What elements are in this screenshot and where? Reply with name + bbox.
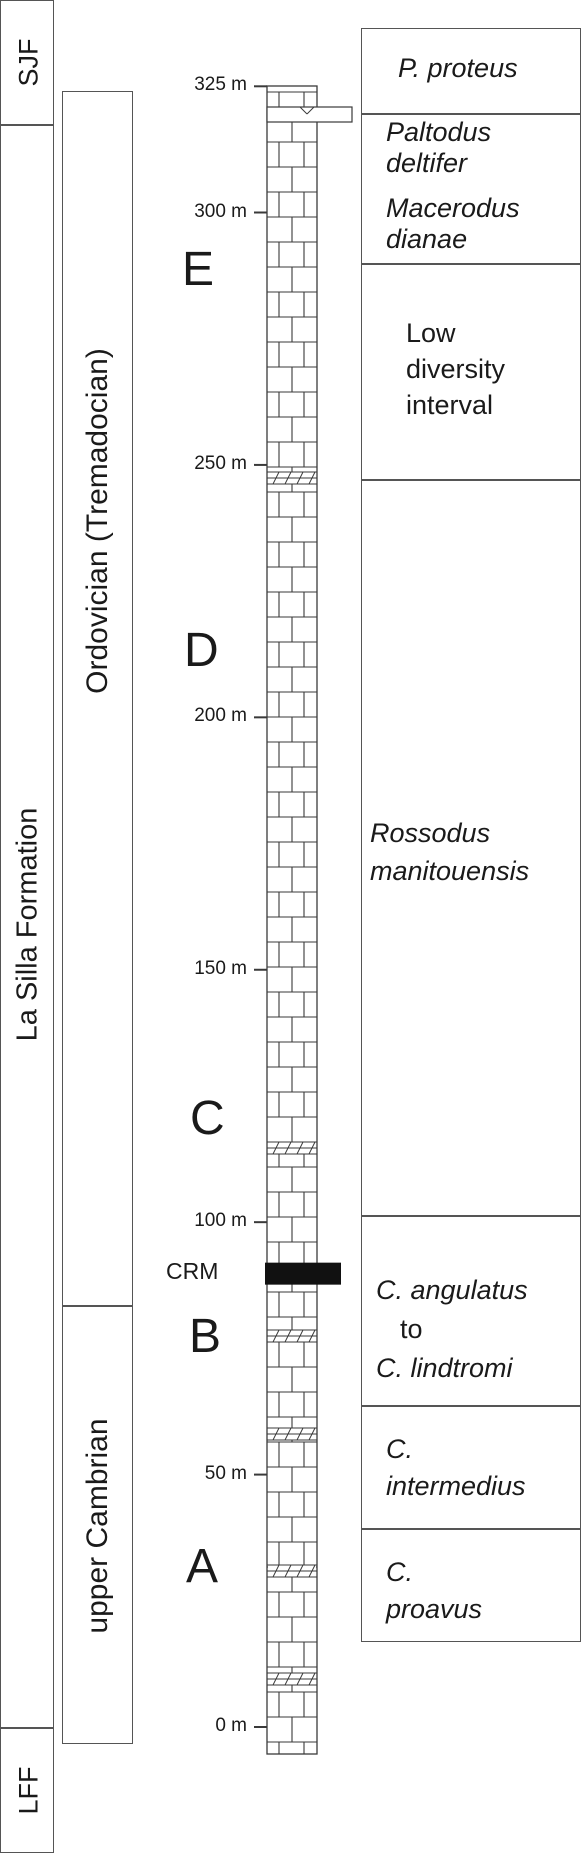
crm-marker bbox=[265, 1262, 341, 1285]
biozone-low-diversity-line1: Low bbox=[406, 318, 456, 348]
biozone-low-diversity-line2: diversity bbox=[406, 354, 506, 384]
interbed-hatch bbox=[272, 1672, 280, 1686]
biozone-c-angulatus-line3: C. lindtromi bbox=[376, 1353, 513, 1383]
formation-sjf-box: SJF bbox=[0, 0, 54, 125]
top-ledge-mark bbox=[299, 106, 308, 115]
biozone-rossodus-label: Rossodus manitouensis bbox=[370, 814, 529, 890]
biozone-c-proavus-line2: proavus bbox=[386, 1594, 483, 1624]
scale-tick-label: 100 m bbox=[194, 1210, 247, 1232]
interbed-hatch bbox=[284, 1672, 292, 1686]
biozone-rossodus-line2: manitouensis bbox=[370, 856, 530, 886]
biozone-macerodus-label: Macerodus dianae bbox=[386, 193, 520, 255]
interbed-hatch bbox=[272, 1564, 280, 1578]
interbed-hatch bbox=[284, 1427, 292, 1441]
interbed-hatch bbox=[308, 1141, 316, 1155]
biozone-low-diversity-box: Low diversity interval bbox=[361, 264, 581, 480]
unit-d-label: D bbox=[184, 624, 219, 677]
biozone-paltodus-macerodus-box: Paltodus deltifer Macerodus dianae bbox=[361, 114, 581, 264]
interbed-hatch bbox=[284, 1329, 292, 1343]
interbed-hatch bbox=[272, 471, 280, 485]
interbed-hatch bbox=[308, 1564, 316, 1578]
unit-e-label: E bbox=[182, 243, 215, 296]
scale-tick-label: 50 m bbox=[204, 1462, 247, 1484]
biozone-p-proteus-box: P. proteus bbox=[361, 28, 581, 114]
biozone-c-intermedius-label: C. intermedius bbox=[386, 1431, 526, 1505]
scale-tick-label: 300 m bbox=[194, 200, 247, 222]
unit-b-label: B bbox=[189, 1310, 222, 1363]
biozone-c-proavus-box: C. proavus bbox=[361, 1529, 581, 1642]
biozone-rossodus-line1: Rossodus bbox=[370, 818, 491, 848]
unit-a-label: A bbox=[186, 1540, 219, 1593]
interbed-hatch bbox=[296, 1141, 304, 1155]
biozone-p-proteus-line1: P. proteus bbox=[398, 53, 518, 83]
period-ordovician-box: Ordovician (Tremadocian) bbox=[62, 91, 133, 1306]
biozone-macerodus-line2: dianae bbox=[386, 224, 468, 254]
biozone-c-angulatus-label: C. angulatus to C. lindtromi bbox=[376, 1271, 528, 1388]
biozone-paltodus-label: Paltodus deltifer bbox=[386, 117, 491, 179]
interbed-hatch bbox=[308, 1329, 316, 1343]
biozone-c-angulatus-box: C. angulatus to C. lindtromi bbox=[361, 1216, 581, 1406]
interbed-hatch bbox=[296, 1564, 304, 1578]
interbed-hatch bbox=[272, 1141, 280, 1155]
scale-tick-label: 250 m bbox=[194, 452, 247, 474]
interbed-hatch bbox=[284, 471, 292, 485]
biozone-c-proavus-line1: C. bbox=[386, 1557, 413, 1587]
biozone-p-proteus-label: P. proteus bbox=[398, 53, 518, 84]
biozone-c-intermedius-line2: intermedius bbox=[386, 1471, 526, 1501]
interbed-hatch bbox=[308, 471, 316, 485]
formation-la-silla-box: La Silla Formation bbox=[0, 125, 54, 1728]
biozone-rossodus-box: Rossodus manitouensis bbox=[361, 480, 581, 1216]
interbed-hatch bbox=[284, 1564, 292, 1578]
biozone-c-intermedius-box: C. intermedius bbox=[361, 1406, 581, 1529]
biozone-c-intermedius-line1: C. bbox=[386, 1434, 413, 1464]
top-ledge bbox=[266, 106, 353, 123]
interbed-hatch bbox=[284, 1141, 292, 1155]
biozone-c-angulatus-line2: to bbox=[400, 1314, 423, 1344]
period-cambrian-box: upper Cambrian bbox=[62, 1306, 133, 1744]
biozone-c-angulatus-line1: C. angulatus bbox=[376, 1275, 528, 1305]
biozone-macerodus-line1: Macerodus bbox=[386, 193, 520, 223]
interbed-hatch bbox=[296, 471, 304, 485]
scale-tick-label: 325 m bbox=[194, 74, 247, 96]
interbed-hatch bbox=[296, 1427, 304, 1441]
biozone-low-diversity-label: Low diversity interval bbox=[406, 315, 505, 423]
interbed-hatch bbox=[296, 1672, 304, 1686]
unit-c-label: C bbox=[190, 1092, 225, 1145]
scale-tick-label: 150 m bbox=[194, 957, 247, 979]
biozone-paltodus-line2: deltifer bbox=[386, 148, 468, 178]
biozone-c-proavus-label: C. proavus bbox=[386, 1554, 482, 1628]
crm-label: CRM bbox=[166, 1258, 219, 1284]
biozone-low-diversity-line3: interval bbox=[406, 390, 494, 420]
interbed-hatch bbox=[296, 1329, 304, 1343]
top-ledge-mark bbox=[306, 106, 315, 115]
scale-tick-label: 200 m bbox=[194, 705, 247, 727]
interbed-hatch bbox=[308, 1427, 316, 1441]
interbed-hatch bbox=[308, 1672, 316, 1686]
interbed-hatch bbox=[272, 1427, 280, 1441]
biozone-paltodus-line1: Paltodus bbox=[386, 117, 492, 147]
interbed-hatch bbox=[272, 1329, 280, 1343]
scale-tick-label: 0 m bbox=[215, 1715, 247, 1736]
